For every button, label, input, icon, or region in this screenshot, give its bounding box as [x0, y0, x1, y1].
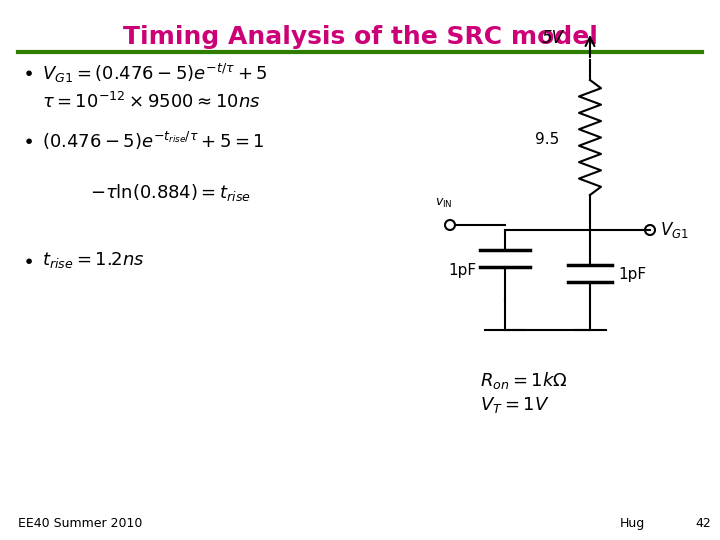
Text: $R_{on} = 1k\Omega$: $R_{on} = 1k\Omega$	[480, 370, 567, 391]
Text: Timing Analysis of the SRC model: Timing Analysis of the SRC model	[122, 25, 598, 49]
Text: $\bullet$: $\bullet$	[22, 62, 33, 81]
Text: $v_{\mathrm{IN}}$: $v_{\mathrm{IN}}$	[435, 197, 453, 210]
Text: $(0.476 - 5)e^{-t_{rise}/\tau} + 5 = 1$: $(0.476 - 5)e^{-t_{rise}/\tau} + 5 = 1$	[42, 130, 265, 152]
Text: $V_{G1} = (0.476 - 5)e^{-t/\tau} + 5$: $V_{G1} = (0.476 - 5)e^{-t/\tau} + 5$	[42, 62, 268, 85]
Text: $V_{G1}$: $V_{G1}$	[660, 220, 689, 240]
Text: Hug: Hug	[620, 517, 645, 530]
Text: 1pF: 1pF	[618, 267, 646, 281]
Text: EE40 Summer 2010: EE40 Summer 2010	[18, 517, 143, 530]
Text: $-\tau \ln(0.884) = t_{rise}$: $-\tau \ln(0.884) = t_{rise}$	[90, 182, 251, 203]
Text: 1pF: 1pF	[448, 262, 476, 278]
Text: $\tau = 10^{-12} \times 9500 \approx 10ns$: $\tau = 10^{-12} \times 9500 \approx 10n…	[42, 92, 261, 112]
Text: 9.5: 9.5	[535, 132, 559, 147]
Text: 42: 42	[695, 517, 711, 530]
Text: $\bullet$: $\bullet$	[22, 130, 33, 149]
Text: $\bullet$: $\bullet$	[22, 250, 33, 269]
Text: 5V: 5V	[542, 29, 564, 47]
Text: $t_{rise} = 1.2ns$: $t_{rise} = 1.2ns$	[42, 250, 145, 270]
Text: $V_T = 1V$: $V_T = 1V$	[480, 395, 549, 415]
